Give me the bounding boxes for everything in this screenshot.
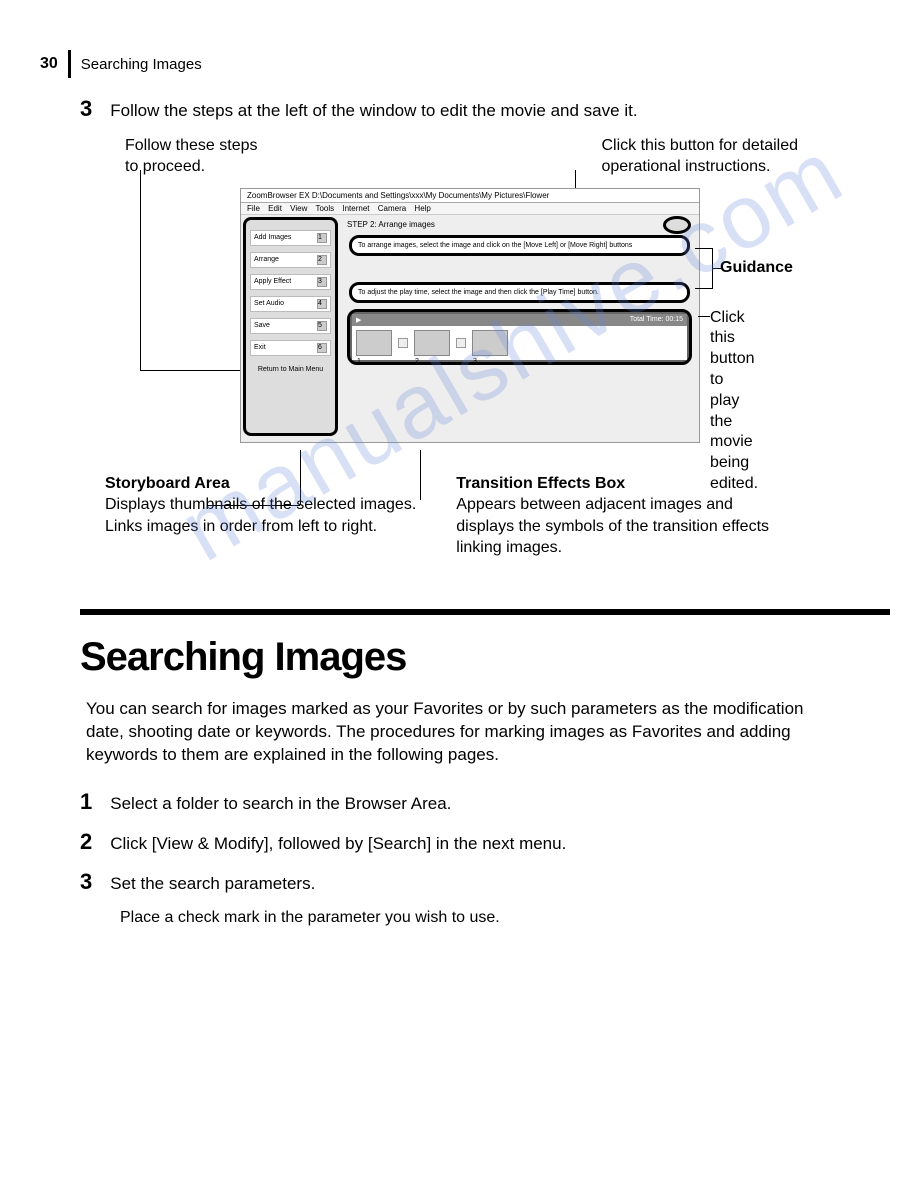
step-badge: 2 <box>317 255 327 265</box>
guidance-message: To adjust the play time, select the imag… <box>349 282 690 303</box>
app-window: ZoomBrowser EX D:\Documents and Settings… <box>240 188 700 443</box>
callout-text: Appears between adjacent images and disp… <box>456 494 776 559</box>
callout-text: play the movie <box>710 391 758 453</box>
leader-line <box>140 170 141 370</box>
leader-line <box>695 248 713 249</box>
numbered-steps: 1 Select a folder to search in the Brows… <box>40 789 878 927</box>
step-badge: 4 <box>317 299 327 309</box>
callout-help-button: Click this button for detailed operation… <box>601 136 798 178</box>
callout-guidance-label: Guidance <box>720 258 793 279</box>
sidebar-step: Save 5 <box>250 318 331 334</box>
thumb-number: 3 <box>473 358 477 365</box>
sidebar-steps: Add Images 1 Arrange 2 Apply Effect 3 Set A… <box>243 217 338 436</box>
menu-item: Help <box>414 204 430 213</box>
step-text: Follow the steps at the left of the wind… <box>110 101 637 121</box>
callout-text: Links images in order from left to right… <box>105 516 416 538</box>
sidebar-step: Arrange 2 <box>250 252 331 268</box>
step-subtext: Place a check mark in the parameter you … <box>120 909 878 927</box>
label: Save <box>254 322 270 329</box>
menu-item: Edit <box>268 204 282 213</box>
guidance-message: To arrange images, select the image and … <box>349 235 690 256</box>
help-icon <box>663 216 691 234</box>
label: Arrange <box>254 256 279 263</box>
sidebar-step: Apply Effect 3 <box>250 274 331 290</box>
window-titlebar: ZoomBrowser EX D:\Documents and Settings… <box>241 189 699 203</box>
callout-text: being edited. <box>710 453 758 495</box>
label: Apply Effect <box>254 278 291 285</box>
step-badge: 5 <box>317 321 327 331</box>
callout-play-button: Click this button to play the movie bein… <box>710 308 758 495</box>
callout-text: to proceed. <box>125 157 258 178</box>
step-number: 2 <box>80 829 92 855</box>
sidebar-step: Set Audio 4 <box>250 296 331 312</box>
section-title: Searching Images <box>80 635 878 680</box>
leader-line <box>695 288 713 289</box>
step-text: Select a folder to search in the Browser… <box>110 794 451 814</box>
callout-text: operational instructions. <box>601 157 798 178</box>
thumb-number: 2 <box>415 358 419 365</box>
step-item: 3 Set the search parameters. <box>80 869 878 895</box>
leader-line <box>420 450 421 500</box>
step-item: 1 Select a folder to search in the Brows… <box>80 789 878 815</box>
step-badge: 1 <box>317 233 327 243</box>
page-header: 30 Searching Images <box>40 50 878 78</box>
storyboard: ▶ Total Time: 00:15 1 2 3 <box>347 309 692 365</box>
menu-item: Tools <box>315 204 334 213</box>
menu-item: View <box>290 204 307 213</box>
leader-line <box>712 268 722 269</box>
menu-item: Camera <box>378 204 406 213</box>
sidebar-step: Exit 6 <box>250 340 331 356</box>
thumb-number: 1 <box>357 358 361 365</box>
section-intro: You can search for images marked as your… <box>86 698 838 767</box>
running-head: Searching Images <box>81 56 202 73</box>
total-time: Total Time: 00:15 <box>630 316 683 324</box>
storyboard-toolbar: ▶ Total Time: 00:15 <box>352 314 687 326</box>
step-heading: STEP 2: Arrange images <box>343 218 696 231</box>
step-text: Set the search parameters. <box>110 874 315 894</box>
menu-item: Internet <box>342 204 369 213</box>
callout-row-bottom: Storyboard Area Displays thumbnails of t… <box>105 473 878 559</box>
main-panel: STEP 2: Arrange images To arrange images… <box>340 215 699 438</box>
return-main-menu: Return to Main Menu <box>248 366 333 373</box>
screenshot-figure: ZoomBrowser EX D:\Documents and Settings… <box>240 188 700 443</box>
callout-title: Storyboard Area <box>105 473 416 495</box>
callout-follow-steps: Follow these steps to proceed. <box>125 136 258 178</box>
label: Add Images <box>254 234 291 241</box>
step-item: 2 Click [View & Modify], followed by [Se… <box>80 829 878 855</box>
label: Exit <box>254 344 266 351</box>
step-text: Click [View & Modify], followed by [Sear… <box>110 834 566 854</box>
leader-line <box>300 450 301 505</box>
play-icon: ▶ <box>356 316 361 324</box>
thumbnail: 1 <box>356 330 392 356</box>
callout-row-top: Follow these steps to proceed. Click thi… <box>40 136 878 178</box>
callout-text: Click this button for detailed <box>601 136 798 157</box>
thumbnail: 2 <box>414 330 450 356</box>
transition-box <box>398 338 408 348</box>
transition-box <box>456 338 466 348</box>
section-divider <box>80 609 890 615</box>
thumbnail: 3 <box>472 330 508 356</box>
top-step: 3 Follow the steps at the left of the wi… <box>80 96 878 122</box>
label: Set Audio <box>254 300 284 307</box>
sidebar-step: Add Images 1 <box>250 230 331 246</box>
callout-text: Click this button to <box>710 308 758 391</box>
step-number: 1 <box>80 789 92 815</box>
step-badge: 3 <box>317 277 327 287</box>
menu-item: File <box>247 204 260 213</box>
storyboard-thumbs: 1 2 3 <box>352 326 687 360</box>
menubar: File Edit View Tools Internet Camera Hel… <box>241 203 699 215</box>
leader-line <box>208 505 300 506</box>
step-number: 3 <box>80 869 92 895</box>
step-badge: 6 <box>317 343 327 353</box>
header-divider <box>68 50 71 78</box>
page-number: 30 <box>40 55 58 73</box>
leader-line <box>698 316 710 317</box>
callout-text: Follow these steps <box>125 136 258 157</box>
step-number: 3 <box>80 96 92 122</box>
callout-storyboard: Storyboard Area Displays thumbnails of t… <box>105 473 416 559</box>
